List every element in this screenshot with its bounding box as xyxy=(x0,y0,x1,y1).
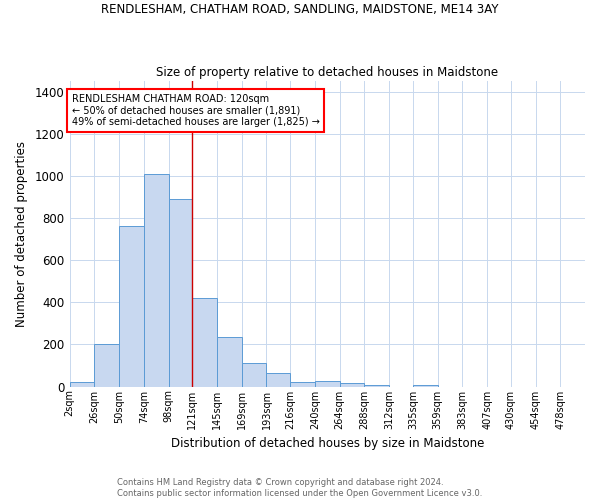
Bar xyxy=(119,226,144,386)
Bar xyxy=(290,382,315,386)
Bar xyxy=(144,174,169,386)
Bar xyxy=(192,298,217,386)
Bar xyxy=(266,373,290,386)
Title: Size of property relative to detached houses in Maidstone: Size of property relative to detached ho… xyxy=(156,66,499,78)
Bar xyxy=(70,382,94,386)
Bar xyxy=(340,384,364,386)
Bar xyxy=(364,385,389,386)
Bar xyxy=(315,382,340,386)
X-axis label: Distribution of detached houses by size in Maidstone: Distribution of detached houses by size … xyxy=(170,437,484,450)
Text: RENDLESHAM, CHATHAM ROAD, SANDLING, MAIDSTONE, ME14 3AY: RENDLESHAM, CHATHAM ROAD, SANDLING, MAID… xyxy=(101,2,499,16)
Bar xyxy=(242,364,266,386)
Bar xyxy=(413,384,437,386)
Text: RENDLESHAM CHATHAM ROAD: 120sqm
← 50% of detached houses are smaller (1,891)
49%: RENDLESHAM CHATHAM ROAD: 120sqm ← 50% of… xyxy=(71,94,319,127)
Bar xyxy=(169,199,192,386)
Y-axis label: Number of detached properties: Number of detached properties xyxy=(15,141,28,327)
Bar xyxy=(94,344,119,387)
Bar xyxy=(217,337,242,386)
Text: Contains HM Land Registry data © Crown copyright and database right 2024.
Contai: Contains HM Land Registry data © Crown c… xyxy=(118,478,482,498)
